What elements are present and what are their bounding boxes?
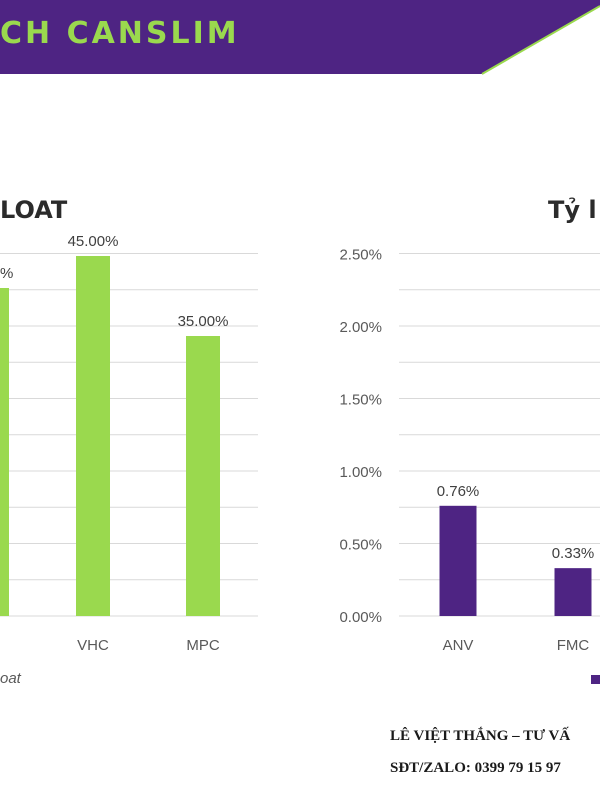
right-y-tick-label: 0.50% — [339, 537, 382, 554]
left-data-label: 45.00% — [68, 233, 119, 250]
left-category-label: MPC — [186, 637, 220, 654]
right-y-tick-label: 2.00% — [339, 319, 382, 336]
right-y-tick-label: 1.50% — [339, 392, 382, 409]
right-bar — [439, 505, 477, 616]
left-chart: % 45.00% VHC 35.00% MPC — [0, 233, 258, 654]
left-bar-cropped — [0, 288, 9, 616]
left-chart-title: LOAT — [0, 196, 68, 224]
right-y-tick-label: 0.00% — [339, 609, 382, 626]
left-legend-label: oat — [0, 670, 21, 687]
right-y-tick-label: 1.00% — [339, 464, 382, 481]
right-y-tick-label: 2.50% — [339, 247, 382, 264]
right-category-label: ANV — [443, 637, 474, 654]
banner-shape — [0, 0, 600, 74]
left-data-label: 35.00% — [178, 313, 229, 330]
left-bar — [186, 336, 220, 616]
banner-title: CH CANSLIM — [0, 16, 240, 51]
right-data-label: 0.76% — [437, 483, 480, 500]
left-bar — [76, 256, 110, 616]
right-legend-swatch — [591, 675, 600, 684]
banner-accent-line — [481, 5, 600, 75]
footer-author: LÊ VIỆT THẮNG – TƯ VẤ — [390, 728, 571, 744]
right-bar — [554, 568, 592, 616]
left-data-label: % — [0, 265, 13, 282]
title-banner — [0, 0, 600, 75]
right-data-label: 0.33% — [552, 545, 595, 562]
left-category-label: VHC — [77, 637, 109, 654]
right-chart-title: Tỷ l — [548, 196, 597, 224]
footer-phone: SĐT/ZALO: 0399 79 15 97 — [390, 760, 561, 776]
right-category-label: FMC — [557, 637, 590, 654]
right-chart: 0.00% 0.50% 1.00% 1.50% 2.00% 2.50% 0.76% ANV 0.… — [339, 247, 600, 654]
